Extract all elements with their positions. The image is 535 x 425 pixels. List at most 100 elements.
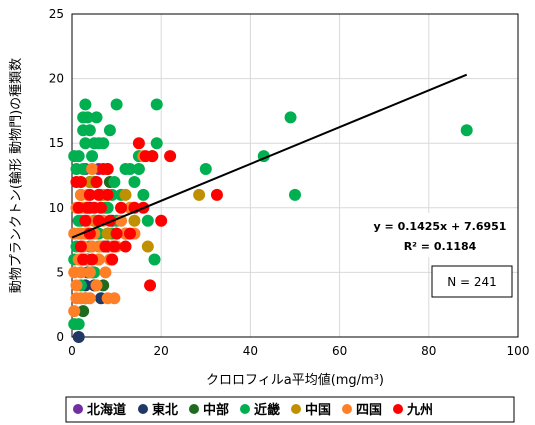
data-point (86, 150, 99, 163)
legend-label: 近畿 (254, 402, 280, 418)
data-point (72, 150, 85, 163)
data-point (77, 163, 90, 176)
legend-label: 中部 (203, 402, 229, 418)
data-point (79, 137, 92, 150)
regression-equation: y = 0.1425x + 7.6951 (374, 220, 507, 233)
data-point (123, 163, 136, 176)
data-point (99, 240, 112, 253)
sample-size-label: N = 241 (447, 275, 497, 289)
data-point (81, 111, 94, 124)
x-axis-title: クロロフィルa平均値(mg/m³) (206, 372, 384, 388)
x-tick-labels: 0 20 40 60 80 100 (68, 344, 529, 358)
x-tick-label: 80 (421, 344, 436, 358)
y-tick-label: 5 (56, 265, 64, 279)
y-axis-title: 動物プランクトン(輪形 動物門)の種類数 (8, 58, 24, 293)
data-point (141, 240, 154, 253)
data-point (70, 279, 83, 292)
data-point (119, 188, 132, 201)
y-tick-label: 15 (49, 136, 64, 150)
data-point (74, 175, 87, 188)
trendline (71, 73, 468, 239)
data-point (83, 292, 96, 305)
data-point (155, 214, 168, 227)
legend-marker (189, 404, 199, 414)
data-point (83, 124, 96, 137)
data-point (123, 227, 136, 240)
legend-label: 九州 (406, 403, 433, 418)
data-point (86, 163, 99, 176)
r-squared: R² = 0.1184 (404, 240, 477, 253)
data-point (144, 279, 157, 292)
data-point (193, 188, 206, 201)
data-point (94, 201, 107, 214)
data-point (150, 98, 163, 111)
legend-marker (73, 404, 83, 414)
data-point (90, 111, 103, 124)
legend-marker (240, 404, 250, 414)
data-point (72, 331, 85, 343)
data-point (108, 175, 121, 188)
data-point (199, 163, 212, 176)
data-point (164, 150, 177, 163)
data-point (108, 292, 121, 305)
plot-frame (71, 13, 519, 338)
data-point (210, 188, 223, 201)
x-tick-label: 100 (507, 344, 530, 358)
data-point (128, 214, 141, 227)
data-point (74, 240, 87, 253)
legend-label: 四国 (356, 403, 382, 418)
data-point (137, 188, 150, 201)
legend-label: 北海道 (87, 402, 126, 418)
data-point (101, 188, 114, 201)
data-point (90, 279, 103, 292)
x-tick-label: 60 (332, 344, 347, 358)
data-point (97, 137, 110, 150)
data-point (110, 227, 123, 240)
data-point (132, 163, 145, 176)
y-tick-label: 0 (56, 330, 64, 344)
data-point (79, 214, 92, 227)
legend-marker (393, 404, 403, 414)
data-point (460, 124, 473, 137)
data-point (284, 111, 297, 124)
data-point (99, 266, 112, 279)
data-point (86, 253, 99, 266)
data-point (141, 214, 154, 227)
y-tick-label: 25 (49, 7, 64, 21)
data-points (68, 98, 473, 343)
data-point (92, 188, 105, 201)
legend-frame (65, 396, 515, 423)
data-point (289, 188, 301, 201)
data-point (92, 214, 105, 227)
data-point (101, 163, 114, 176)
y-tick-label: 10 (49, 201, 64, 215)
data-point (146, 150, 159, 163)
legend-label: 東北 (152, 402, 178, 418)
data-point (86, 240, 99, 253)
y-tick-label: 20 (49, 72, 64, 86)
data-point (128, 175, 141, 188)
data-point (77, 305, 90, 318)
data-point (79, 98, 92, 111)
data-point (83, 266, 96, 279)
data-point (148, 253, 161, 266)
data-point (74, 266, 87, 279)
data-point (108, 240, 121, 253)
data-point (150, 137, 163, 150)
y-tick-labels: 0 5 10 15 20 25 (49, 7, 64, 344)
data-point (83, 188, 96, 201)
data-point (72, 318, 85, 331)
data-point (115, 201, 128, 214)
x-tick-label: 20 (154, 344, 169, 358)
data-point (68, 305, 81, 318)
x-tick-label: 0 (68, 344, 76, 358)
data-point (110, 98, 123, 111)
data-point (90, 175, 103, 188)
sample-size-box: N = 241 (431, 265, 513, 298)
legend: 北海道 東北 中部 近畿 中国 四国 九州 (73, 402, 433, 418)
data-point (106, 253, 119, 266)
legend-marker (138, 404, 148, 414)
data-point (119, 240, 132, 253)
legend-marker (291, 404, 301, 414)
